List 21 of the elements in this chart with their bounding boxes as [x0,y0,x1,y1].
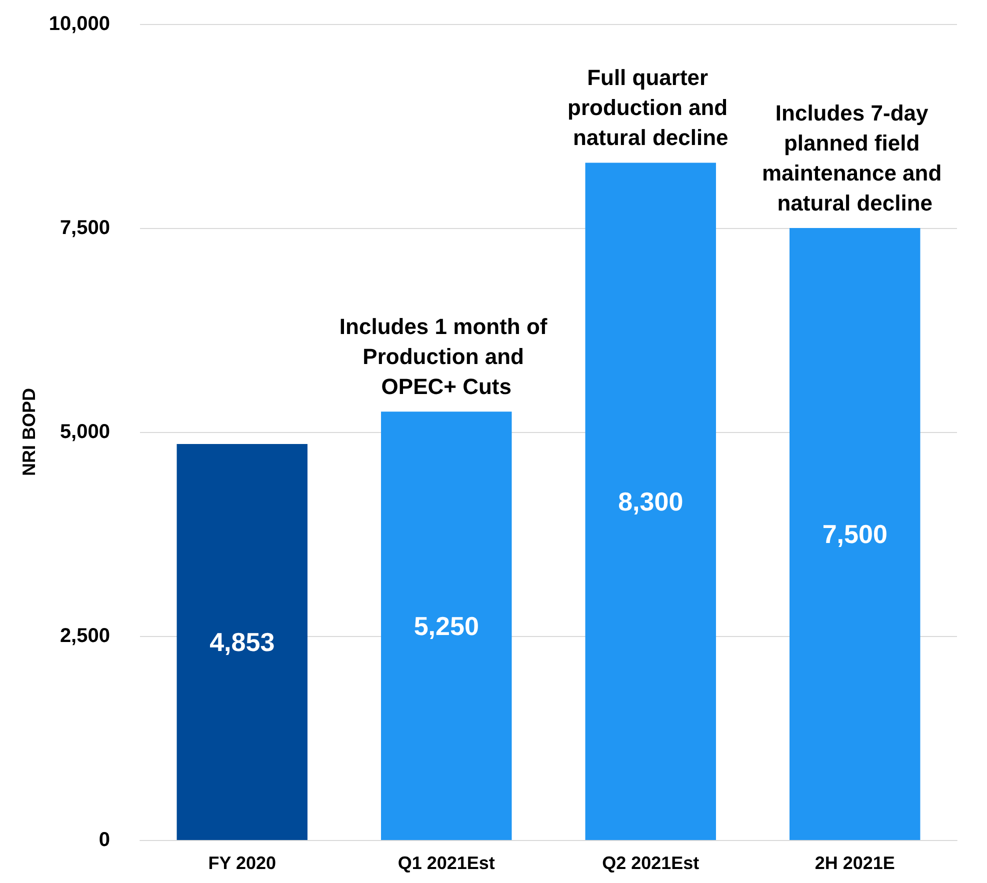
annotation: Full quarter production and natural decline [568,65,734,150]
data-label: 7,500 [822,519,888,549]
bar [176,444,308,840]
y-tick-label: 0 [98,829,110,851]
data-label: 5,250 [414,610,479,641]
x-tick-label: FY 2020 [208,853,276,873]
x-tick-label: Q1 2021Est [398,853,495,873]
bar [585,162,716,840]
x-tick-label: 2H 2021E [814,853,895,873]
x-tick-label: Q2 2021Est [602,853,700,873]
annotation: Includes 7-day planned field maintenance and natural decline [762,100,948,216]
bar [790,228,920,840]
bar [381,412,512,840]
y-axis-title: NRI BOPD [18,388,39,476]
data-label: 8,300 [618,486,684,516]
data-label: 4,853 [210,627,275,657]
y-tick-label: 5,000 [60,421,110,443]
y-tick-label: 2,500 [60,625,110,647]
y-tick-label: 7,500 [60,217,110,239]
y-tick-label: 10,000 [48,13,110,35]
annotation: Includes 1 month of Production and OPEC+ Cuts [339,314,554,400]
